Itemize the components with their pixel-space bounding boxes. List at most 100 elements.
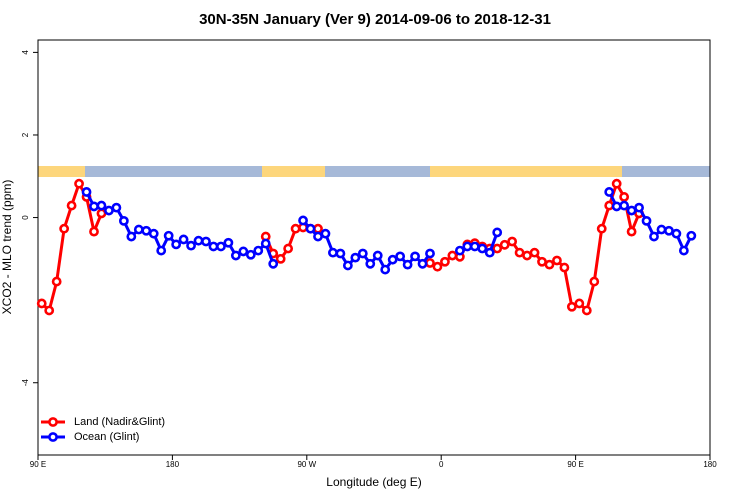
point: [432, 261, 443, 272]
point: [201, 236, 211, 247]
point: [649, 231, 659, 242]
point: [678, 245, 689, 256]
y-tick-label: -4: [21, 379, 30, 387]
point: [619, 192, 630, 202]
point: [104, 205, 114, 216]
y-tick-label: 0: [21, 215, 30, 220]
band-land: [430, 166, 622, 177]
point: [36, 298, 47, 309]
series-line: [40, 180, 641, 314]
point: [514, 247, 525, 258]
point: [664, 225, 674, 236]
point: [589, 276, 600, 287]
x-axis-label: Longitude (deg E): [326, 475, 421, 489]
point: [223, 237, 234, 248]
point: [365, 258, 376, 269]
point: [313, 231, 323, 242]
point: [619, 200, 630, 211]
point: [492, 243, 503, 254]
point: [320, 228, 331, 239]
point: [611, 201, 622, 212]
point: [544, 259, 555, 270]
point: [454, 245, 465, 256]
point: [395, 251, 406, 262]
plot-frame: [37, 39, 711, 456]
point: [66, 200, 77, 211]
point: [89, 201, 99, 212]
point: [141, 225, 152, 236]
x-tick-label: 90 E: [567, 460, 583, 469]
band-land: [262, 166, 325, 177]
point: [230, 250, 241, 261]
x-tick-label: 90 W: [297, 460, 316, 469]
point: [96, 208, 107, 219]
point: [522, 250, 532, 261]
point: [634, 202, 644, 213]
point: [111, 202, 122, 213]
band-land: [38, 166, 85, 177]
point: [402, 259, 413, 270]
point: [357, 248, 368, 259]
chart-title: 30N-35N January (Ver 9) 2014-09-06 to 20…: [199, 11, 551, 28]
point: [440, 256, 450, 267]
point: [133, 224, 144, 235]
point: [208, 241, 219, 252]
x-tick-label: 180: [166, 460, 180, 469]
point: [89, 226, 99, 237]
x-tick-label: 90 E: [30, 460, 46, 469]
point: [171, 239, 182, 250]
y-tick-label: 4: [21, 50, 30, 55]
point: [686, 230, 697, 241]
point: [529, 247, 540, 258]
point: [425, 258, 435, 268]
point: [178, 234, 189, 245]
point: [313, 223, 323, 234]
point: [268, 258, 279, 269]
point: [186, 240, 196, 251]
legend-marker: [48, 432, 58, 442]
point: [156, 245, 167, 256]
point: [552, 255, 562, 266]
point: [253, 245, 264, 256]
point: [469, 241, 480, 252]
point: [51, 276, 62, 287]
point: [447, 250, 458, 261]
point: [118, 215, 129, 226]
point: [462, 241, 473, 252]
point: [290, 223, 301, 234]
point: [260, 238, 271, 249]
point: [484, 247, 495, 258]
point: [328, 247, 338, 258]
point: [537, 256, 547, 267]
point: [626, 226, 637, 237]
point: [193, 235, 204, 246]
point: [559, 262, 570, 273]
point: [283, 243, 294, 254]
point: [372, 250, 383, 261]
point: [298, 215, 308, 226]
point: [656, 224, 667, 235]
point: [163, 230, 174, 241]
point: [581, 305, 592, 316]
point: [604, 187, 615, 197]
point: [275, 253, 286, 264]
point: [604, 200, 615, 211]
y-tick-label: 2: [21, 132, 30, 137]
point: [350, 252, 361, 263]
x-tick-label: 0: [439, 460, 444, 469]
point: [492, 227, 503, 238]
point: [96, 200, 107, 211]
point: [417, 258, 428, 269]
legend-label: Ocean (Glint): [74, 431, 139, 443]
point: [566, 301, 577, 312]
point: [671, 228, 682, 239]
point: [574, 298, 585, 309]
point: [335, 248, 346, 259]
band-ocean: [38, 166, 710, 177]
legend-label: Land (Nadir&Glint): [74, 416, 165, 428]
land-ocean-band: [38, 166, 710, 177]
point: [641, 215, 652, 226]
point: [238, 246, 249, 257]
point: [59, 223, 70, 234]
